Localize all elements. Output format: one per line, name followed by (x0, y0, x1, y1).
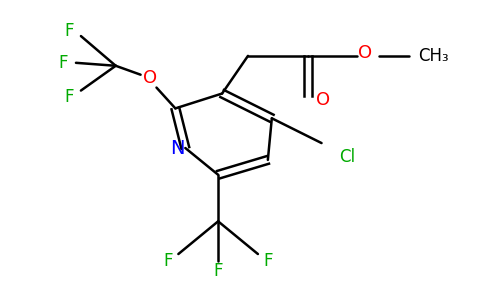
Text: Cl: Cl (339, 148, 355, 166)
Text: O: O (143, 69, 158, 87)
Text: N: N (170, 139, 184, 158)
Text: F: F (213, 262, 223, 280)
Text: O: O (358, 44, 372, 62)
Text: CH₃: CH₃ (419, 47, 449, 65)
Text: F: F (263, 252, 272, 270)
Text: F: F (64, 88, 74, 106)
Text: F: F (58, 54, 68, 72)
Text: O: O (317, 92, 331, 110)
Text: F: F (164, 252, 173, 270)
Text: F: F (64, 22, 74, 40)
